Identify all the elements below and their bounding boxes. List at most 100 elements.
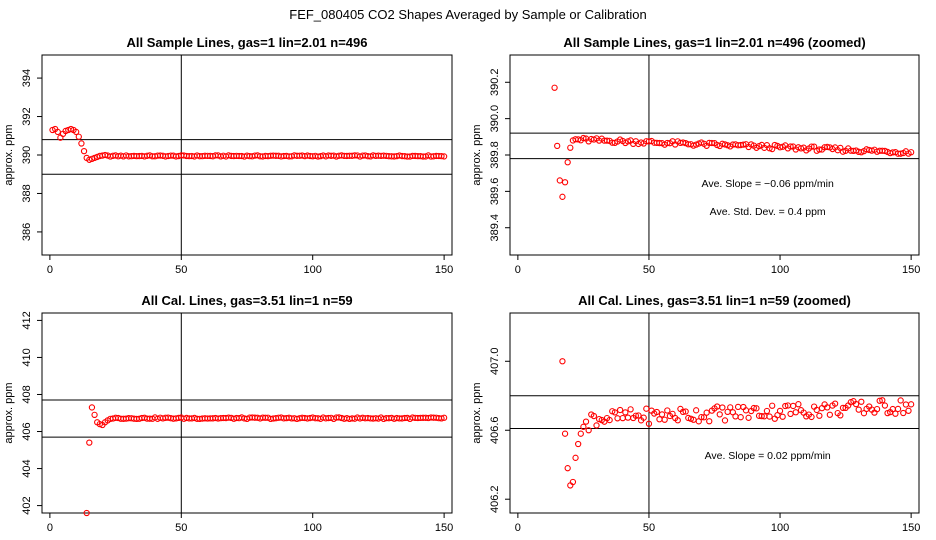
- y-tick-label: 406: [21, 422, 33, 440]
- data-point: [569, 478, 577, 486]
- data-point: [737, 414, 744, 421]
- data-point: [897, 397, 904, 404]
- data-point: [860, 410, 868, 417]
- data-point: [897, 150, 904, 157]
- data-point: [575, 440, 582, 448]
- x-tick-label: 0: [47, 522, 53, 534]
- data-point: [674, 417, 681, 424]
- data-point: [627, 406, 634, 413]
- data-point: [719, 404, 726, 411]
- data-point: [721, 141, 729, 148]
- data-point: [776, 144, 784, 151]
- data-point: [790, 402, 797, 410]
- data-point: [73, 128, 80, 136]
- data-point: [679, 408, 687, 416]
- y-axis-label: approx. ppm: [3, 382, 15, 443]
- data-point: [763, 407, 771, 415]
- data-point: [88, 404, 96, 411]
- data-point: [808, 413, 815, 421]
- x-tick-label: 100: [771, 264, 789, 276]
- data-point: [905, 407, 912, 414]
- data-point: [700, 414, 708, 421]
- x-tick-label: 50: [175, 264, 187, 276]
- x-tick-label: 50: [175, 522, 187, 534]
- x-tick-label: 100: [304, 264, 322, 276]
- data-point: [580, 134, 587, 142]
- data-point: [83, 509, 90, 517]
- data-point: [561, 179, 569, 186]
- data-point: [593, 422, 600, 429]
- data-point: [881, 402, 889, 409]
- data-point: [685, 414, 692, 422]
- data-point: [580, 423, 587, 430]
- y-tick-label: 386: [21, 223, 33, 241]
- y-axis-label: approx. ppm: [471, 382, 483, 443]
- chart-panel-1: All Sample Lines, gas=1 lin=2.01 n=496 ap…: [3, 35, 453, 276]
- data-point: [440, 153, 448, 160]
- y-tick-label: 394: [21, 69, 33, 87]
- x-tick-label: 0: [47, 264, 53, 276]
- data-point: [661, 416, 668, 423]
- y-tick-label: 412: [21, 311, 33, 329]
- x-tick-label: 100: [304, 522, 322, 534]
- y-axis-label: approx. ppm: [471, 124, 483, 185]
- data-point: [787, 410, 794, 418]
- data-point: [858, 398, 865, 405]
- data-point: [879, 397, 886, 404]
- x-tick-label: 0: [515, 522, 521, 534]
- panel-title: All Cal. Lines, gas=3.51 lin=1 n=59: [141, 293, 352, 308]
- data-point: [611, 409, 619, 416]
- data-point: [776, 407, 784, 415]
- data-point: [795, 401, 802, 408]
- y-tick-label: 390: [21, 146, 33, 164]
- data-point: [839, 404, 847, 412]
- data-point: [656, 416, 663, 423]
- chart-panel-4: All Cal. Lines, gas=3.51 lin=1 n=59 (zoo…: [471, 293, 920, 534]
- data-point: [653, 408, 660, 416]
- data-point: [616, 406, 624, 414]
- data-point: [716, 411, 723, 418]
- data-point: [740, 141, 747, 148]
- data-point: [808, 143, 815, 150]
- data-point: [54, 128, 61, 136]
- data-point: [816, 146, 823, 153]
- data-point: [852, 400, 860, 408]
- data-point: [782, 402, 789, 410]
- data-point: [658, 411, 666, 418]
- data-point: [824, 143, 831, 151]
- data-point: [873, 405, 881, 413]
- data-point: [640, 414, 647, 421]
- panel-title: All Cal. Lines, gas=3.51 lin=1 n=59 (zoo…: [578, 293, 851, 308]
- data-point: [902, 401, 910, 408]
- data-point: [564, 465, 571, 472]
- data-point: [556, 177, 563, 184]
- data-point: [732, 413, 739, 420]
- data-point: [603, 137, 611, 144]
- data-point: [813, 406, 820, 414]
- y-tick-label: 392: [21, 107, 33, 125]
- data-point: [572, 454, 579, 461]
- x-tick-label: 150: [902, 522, 920, 534]
- x-tick-label: 50: [643, 264, 655, 276]
- data-point: [831, 400, 839, 407]
- data-point: [438, 152, 445, 160]
- data-point: [892, 410, 899, 417]
- data-point: [438, 415, 445, 422]
- plot-frame: [509, 54, 920, 256]
- data-point: [559, 358, 566, 365]
- data-point: [758, 412, 765, 420]
- data-point: [792, 409, 799, 416]
- x-tick-label: 150: [902, 264, 920, 276]
- data-point: [551, 84, 558, 91]
- y-tick-label: 406.2: [489, 485, 501, 513]
- data-point: [582, 418, 590, 425]
- data-point: [91, 411, 98, 419]
- x-tick-label: 150: [435, 264, 453, 276]
- y-tick-label: 407.0: [489, 348, 501, 376]
- data-point: [645, 420, 653, 427]
- data-point: [753, 405, 760, 412]
- data-point: [635, 412, 642, 419]
- data-point: [561, 430, 569, 437]
- data-point: [559, 193, 566, 200]
- y-tick-label: 410: [21, 348, 33, 366]
